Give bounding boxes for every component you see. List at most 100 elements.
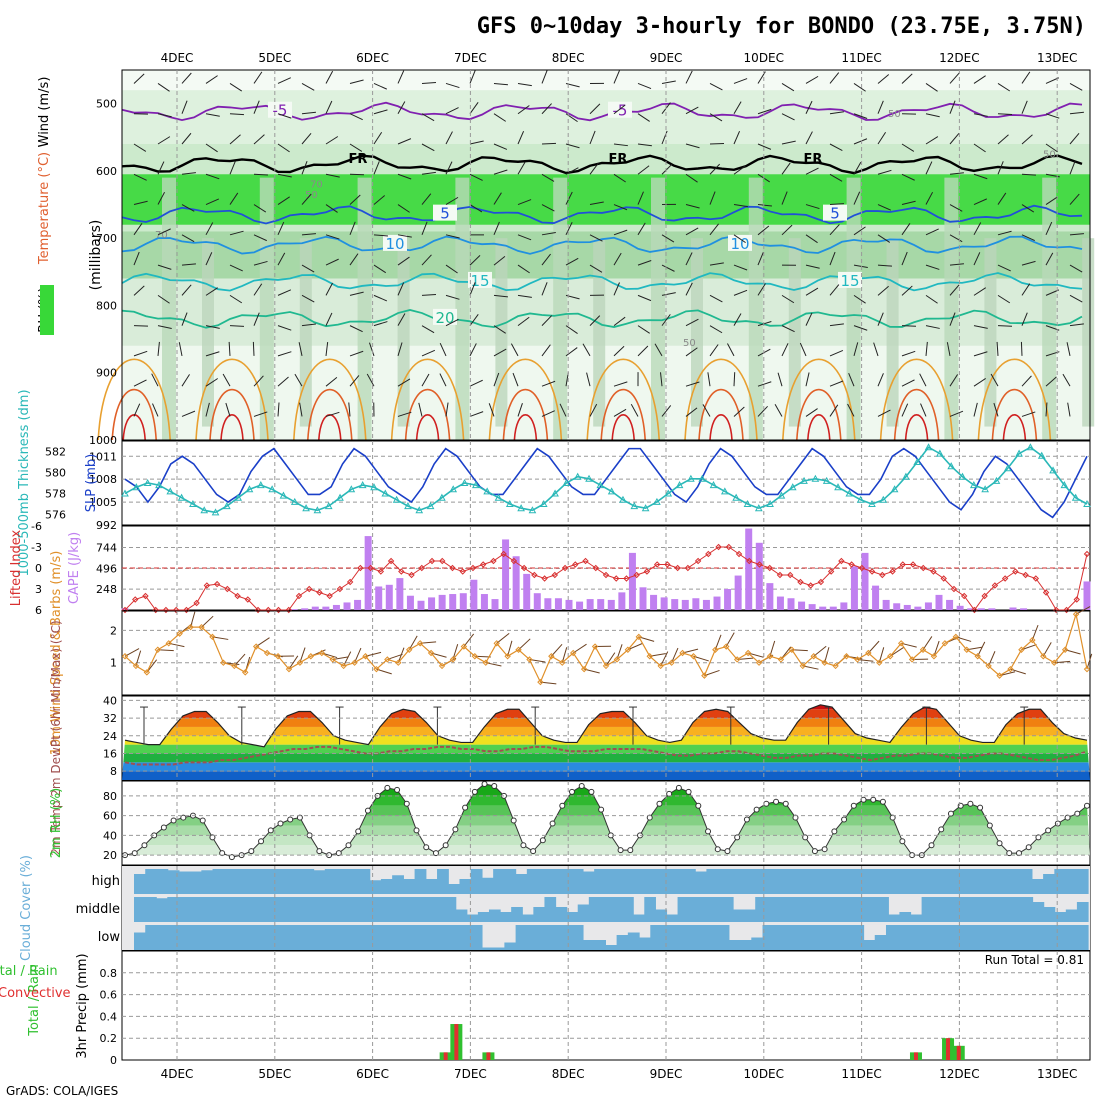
cloud-cell [897, 925, 909, 950]
wind-barb [350, 174, 364, 175]
legend-total-rain-horizontal: Total / Rain [0, 964, 58, 979]
cloud-cell [673, 869, 685, 894]
cloud-row-label: middle [76, 902, 120, 917]
date-tick: 10DEC [744, 51, 784, 65]
cape-bar [714, 597, 721, 610]
cape-bar [862, 553, 869, 610]
cloud-cell [267, 897, 279, 922]
date-tick: 4DEC [161, 51, 194, 65]
rh-point [161, 825, 166, 830]
cloud-cell [852, 925, 864, 950]
precip-axis-label: 3hr Precip (mm) [75, 953, 90, 1058]
cape-bar [365, 536, 372, 610]
cloud-cell [788, 897, 800, 922]
slp-tick: 992 [96, 519, 117, 532]
cloud-cell [516, 874, 528, 894]
legend-wind: Wind (m/s) [37, 77, 52, 148]
date-tick: 8DEC [552, 51, 585, 65]
isotherm-label: -5 [613, 102, 628, 120]
rh-point [424, 845, 429, 850]
cloud-cell [605, 945, 617, 950]
cloud-cell [459, 925, 471, 950]
cloud-cell [459, 879, 471, 894]
cloud-cell [888, 915, 900, 923]
isotherm-label: 20 [435, 309, 454, 327]
cape-bar [481, 594, 488, 610]
cape-bar [661, 597, 668, 610]
temp-band [122, 727, 1090, 736]
cloud-cell [920, 869, 932, 894]
rh-band [122, 845, 1090, 855]
cloud-cell [655, 910, 667, 923]
cloud-cell [966, 897, 978, 922]
rh-point [900, 839, 905, 844]
cloud-cell [278, 897, 290, 922]
wind-barb [253, 342, 254, 356]
wind-speed-line [125, 614, 1087, 682]
cloud-cell [456, 910, 468, 923]
cloud-cell [448, 884, 460, 894]
rh-point [259, 839, 264, 844]
cloud-cell [400, 897, 412, 922]
rh-point [774, 799, 779, 804]
cloud-cell [336, 925, 348, 950]
cape-bar [1084, 581, 1091, 610]
cloud-cell [516, 925, 528, 950]
rh-point [706, 829, 711, 834]
rh-band [122, 796, 1090, 806]
cloud-row-label: low [98, 930, 121, 945]
cloud-cell [235, 869, 247, 894]
cloud-cell [622, 897, 634, 922]
cloud-cell [212, 897, 224, 922]
cloud-cell [426, 879, 438, 894]
isotherm-label: 10 [385, 235, 404, 253]
rh-plume [300, 238, 312, 426]
cloud-cell [999, 897, 1011, 922]
thickness-tick: 578 [45, 488, 66, 501]
rh-point [404, 801, 409, 806]
cloud-cell [347, 925, 359, 950]
cloud-cell [437, 925, 449, 950]
cloud-cell [504, 869, 516, 894]
pressure-tick: 800 [96, 299, 117, 312]
cloud-cell [370, 880, 382, 894]
cape-bar [587, 599, 594, 610]
rh-point [249, 849, 254, 854]
cloud-cell [922, 897, 934, 922]
cloud-cell [234, 897, 246, 922]
cloud-cell [224, 869, 236, 894]
precip-conv-bar [454, 1024, 458, 1060]
cape-bar [439, 595, 446, 610]
cloud-row-label: high [92, 874, 120, 889]
date-tick: 9DEC [650, 1067, 683, 1081]
cloud-cell [201, 897, 213, 922]
cloud-cell [841, 869, 853, 894]
wind-barb [923, 636, 932, 649]
cloud-cell [841, 925, 853, 950]
cloud-cell [411, 897, 423, 922]
date-tick: 12DEC [939, 1067, 979, 1081]
cape-bar [946, 600, 953, 610]
wind-barb [134, 326, 148, 327]
isotherm-label: 5 [440, 205, 450, 223]
slp-line [125, 449, 1087, 518]
freezing-label: FR [349, 152, 368, 167]
isotherm-label: 5 [830, 205, 840, 223]
date-tick: 6DEC [356, 1067, 389, 1081]
rh-plume [789, 238, 801, 426]
cloud-cell [706, 869, 718, 894]
date-tick: 13DEC [1037, 51, 1077, 65]
cloud-cell [422, 897, 434, 922]
cloud-cell [700, 897, 712, 922]
legend-temperature: Temperature (°C) [37, 152, 52, 265]
cloud-cell [246, 869, 258, 894]
rh-point [715, 847, 720, 852]
cloud-cell [560, 925, 572, 950]
cloud-cell [931, 925, 943, 950]
cloud-cell [1043, 874, 1055, 894]
rh-point [686, 789, 691, 794]
cloud-cell [662, 925, 674, 950]
rh-point [540, 838, 545, 843]
